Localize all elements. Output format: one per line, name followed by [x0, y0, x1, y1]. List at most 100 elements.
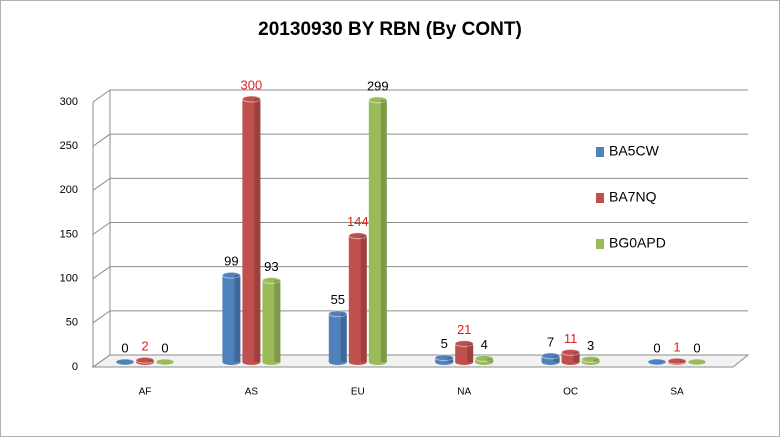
bar	[241, 95, 261, 365]
cylinder-top	[241, 95, 261, 103]
cylinder-base	[368, 359, 387, 365]
x-tick-label: NA	[457, 387, 471, 398]
grid-line	[92, 89, 748, 103]
cylinder-shade	[593, 359, 600, 362]
y-tick-label: 200	[60, 184, 78, 196]
bar	[474, 354, 494, 365]
bar	[581, 355, 601, 365]
value-label: 299	[367, 78, 389, 93]
cylinder-top	[135, 356, 155, 364]
cylinder-shade	[340, 313, 347, 362]
value-label: 0	[121, 340, 128, 355]
cylinder-base	[541, 359, 560, 365]
cylinder-top	[115, 358, 135, 366]
bar	[541, 352, 561, 365]
bar	[561, 348, 581, 365]
value-label: 7	[547, 334, 554, 349]
x-tick-label: EU	[351, 387, 365, 398]
cylinder-base	[455, 359, 474, 365]
y-tick-label: 250	[60, 140, 78, 152]
cylinder-base	[262, 359, 281, 365]
cylinder-top	[368, 96, 388, 104]
legend-swatch	[596, 193, 604, 203]
bar	[434, 354, 454, 365]
cylinder-base	[328, 359, 347, 365]
bar	[261, 276, 281, 365]
value-label: 99	[224, 254, 238, 269]
legend-label: BA5CW	[609, 143, 660, 159]
value-label: 0	[653, 340, 660, 355]
cylinder-base	[348, 359, 367, 365]
legend-swatch	[596, 147, 604, 157]
value-label: 144	[347, 214, 369, 229]
cylinder-shade	[467, 343, 474, 362]
bar	[328, 310, 348, 365]
cylinder-shade	[234, 275, 241, 362]
bar	[115, 358, 135, 366]
cylinder-body	[455, 343, 474, 362]
cylinder-shade	[573, 352, 580, 362]
cylinder-shade	[487, 358, 494, 362]
value-label: 5	[441, 336, 448, 351]
cylinder-body	[242, 99, 261, 362]
x-tick-label: AF	[139, 387, 152, 398]
grid-line	[92, 177, 748, 191]
bar	[647, 358, 667, 366]
cylinder-top	[348, 232, 368, 240]
bar	[348, 232, 368, 365]
cylinder-body	[348, 235, 367, 362]
cylinder-top	[647, 358, 667, 366]
y-tick-label: 300	[60, 96, 78, 108]
cylinder-top	[581, 355, 601, 363]
cylinder-top	[221, 271, 241, 279]
value-label: 4	[481, 337, 488, 352]
y-tick-label: 150	[60, 228, 78, 240]
value-label: 11	[564, 331, 578, 346]
value-label: 21	[457, 322, 471, 337]
cylinder-top	[434, 354, 454, 362]
value-label: 93	[264, 259, 278, 274]
cylinder-top	[474, 354, 494, 362]
bar	[368, 96, 388, 365]
cylinder-body	[561, 352, 580, 362]
cylinder-base	[561, 359, 580, 365]
grid-line	[92, 266, 748, 280]
value-label: 0	[161, 340, 168, 355]
bar	[667, 357, 687, 365]
x-tick-label: SA	[670, 387, 684, 398]
legend-label: BG0APD	[609, 235, 666, 251]
bar	[454, 340, 474, 365]
cylinder-shade	[380, 99, 387, 363]
cylinder-base	[222, 359, 241, 365]
cylinder-shade	[447, 357, 454, 362]
grid-line	[92, 354, 748, 368]
value-label: 1	[673, 340, 680, 355]
cylinder-body	[222, 275, 241, 362]
cylinder-top	[687, 358, 707, 366]
bar	[135, 356, 155, 365]
cylinder-top	[541, 352, 561, 360]
cylinder-body	[368, 99, 387, 363]
grid-line	[92, 133, 748, 147]
legend-label: BA7NQ	[609, 189, 657, 205]
cylinder-shade	[148, 360, 154, 362]
y-tick-label: 0	[72, 361, 78, 373]
cylinder-shade	[680, 361, 686, 362]
y-tick-label: 50	[66, 317, 78, 329]
cylinder-top	[561, 348, 581, 356]
bar	[155, 358, 175, 366]
grid-line	[92, 310, 748, 324]
value-label: 0	[693, 340, 700, 355]
cylinder-top	[454, 340, 474, 348]
cylinder-shade	[254, 99, 261, 362]
value-label: 3	[587, 338, 594, 353]
x-tick-label: OC	[563, 387, 578, 398]
y-tick-label: 100	[60, 273, 78, 285]
value-label: 2	[141, 339, 148, 354]
cylinder-top	[328, 310, 348, 318]
cylinder-body	[262, 280, 281, 362]
cylinder-top	[155, 358, 175, 366]
cylinder-top	[261, 276, 281, 284]
